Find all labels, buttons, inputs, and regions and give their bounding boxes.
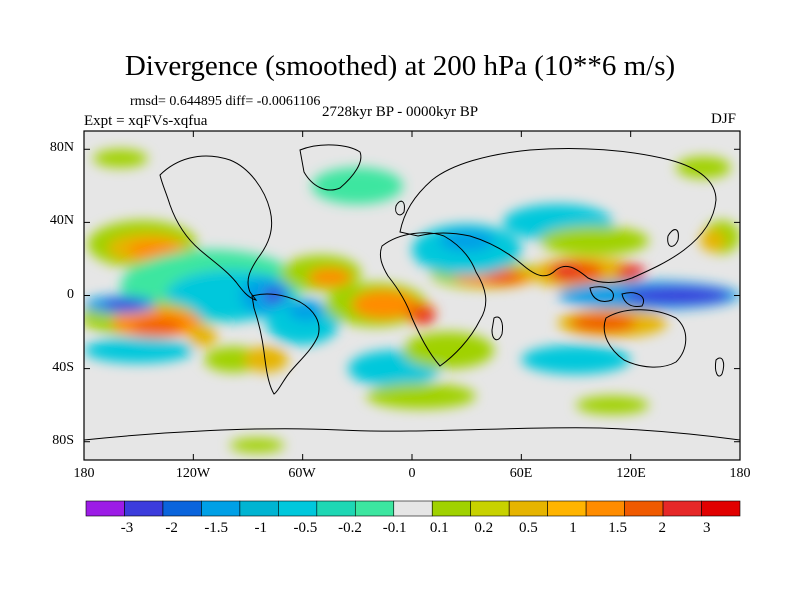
time-period: 2728kyr BP - 0000kyr BP	[322, 104, 479, 120]
divergence-field	[102, 299, 146, 311]
colorbar-swatch	[162, 500, 202, 517]
divergence-field	[676, 156, 731, 179]
colorbar-label: 0.1	[429, 520, 449, 536]
divergence-field	[521, 344, 631, 375]
divergence-field	[288, 299, 325, 322]
divergence-field	[439, 229, 494, 252]
lat-tick-label: 80S	[52, 433, 74, 448]
divergence-field	[187, 324, 218, 347]
divergence-field	[93, 149, 148, 168]
divergence-field	[244, 346, 289, 373]
colorbar-swatch	[431, 500, 472, 517]
colorbar-swatch	[624, 500, 664, 517]
colorbar-label: -2	[165, 520, 178, 536]
season-label: DJF	[711, 111, 737, 127]
divergence-field	[570, 313, 637, 333]
lat-tick-label: 40S	[52, 360, 74, 375]
colorbar-label: -0.1	[382, 520, 407, 536]
colorbar-label: 3	[703, 520, 711, 536]
divergence-field	[539, 226, 649, 256]
lon-tick-label: 120E	[616, 466, 646, 481]
colorbar	[85, 500, 741, 517]
lon-tick-label: 0	[408, 466, 416, 481]
divergence-field	[84, 337, 194, 364]
colorbar-label: 0.5	[519, 520, 538, 536]
colorbar-swatch	[470, 500, 510, 517]
lon-tick-label: 180	[729, 466, 751, 481]
colorbar-swatch	[662, 500, 702, 517]
colorbar-swatch	[124, 500, 164, 517]
divergence-field	[699, 229, 726, 252]
colorbar-label: 0.2	[474, 520, 494, 536]
divergence-field	[484, 269, 522, 285]
colorbar-label: 1	[569, 520, 577, 536]
colorbar-swatch	[701, 500, 741, 517]
axis-ticks	[83, 131, 741, 460]
lat-tick-label: 80N	[49, 140, 74, 155]
colorbar-swatch	[316, 500, 356, 517]
experiment-label: Expt = xqFVs-xqfua	[84, 113, 208, 129]
colorbar-swatch	[585, 500, 625, 517]
colorbar-label: -1	[254, 520, 268, 536]
lon-tick-label: 120W	[175, 466, 211, 481]
stats-line: rmsd= 0.644895 diff= -0.0061106	[130, 94, 321, 109]
divergence-field	[311, 167, 403, 205]
lat-tick-label: 40N	[49, 213, 74, 228]
divergence-field	[264, 288, 283, 303]
colorbar-swatch	[278, 500, 318, 517]
colorbar-swatch	[508, 500, 548, 517]
colorbar-swatch	[393, 500, 433, 517]
coastlines	[84, 144, 740, 441]
divergence-field	[351, 290, 418, 320]
divergence-field	[402, 332, 495, 369]
colorbar-label: 1.5	[608, 520, 627, 536]
lon-tick-label: 60W	[288, 466, 316, 481]
divergence-field	[419, 310, 434, 325]
divergence-field	[229, 438, 285, 453]
divergence-field	[616, 264, 646, 280]
lon-tick-label: 60E	[509, 466, 533, 481]
colorbar-swatch	[201, 500, 241, 517]
colorbar-label: -3	[120, 520, 134, 536]
chart-title: Divergence (smoothed) at 200 hPa (10**6 …	[124, 50, 676, 82]
colorbar-swatch	[547, 500, 587, 517]
divergence-field	[576, 396, 649, 415]
lat-tick-label: 0	[67, 287, 74, 302]
divergence-field	[366, 383, 476, 409]
colorbar-label: -1.5	[204, 520, 229, 536]
divergence-fields	[84, 149, 740, 453]
colorbar-swatch	[85, 500, 125, 517]
colorbar-swatch	[239, 500, 279, 517]
colorbar-label: -0.2	[338, 520, 362, 536]
lon-tick-label: 180	[73, 466, 95, 481]
divergence-field	[308, 268, 352, 287]
divergence-field	[127, 240, 179, 259]
colorbar-swatch	[354, 500, 395, 517]
colorbar-label: 2	[658, 520, 666, 536]
colorbar-label: -0.5	[293, 520, 318, 536]
divergence-field	[131, 319, 183, 334]
divergence-field	[621, 286, 731, 305]
